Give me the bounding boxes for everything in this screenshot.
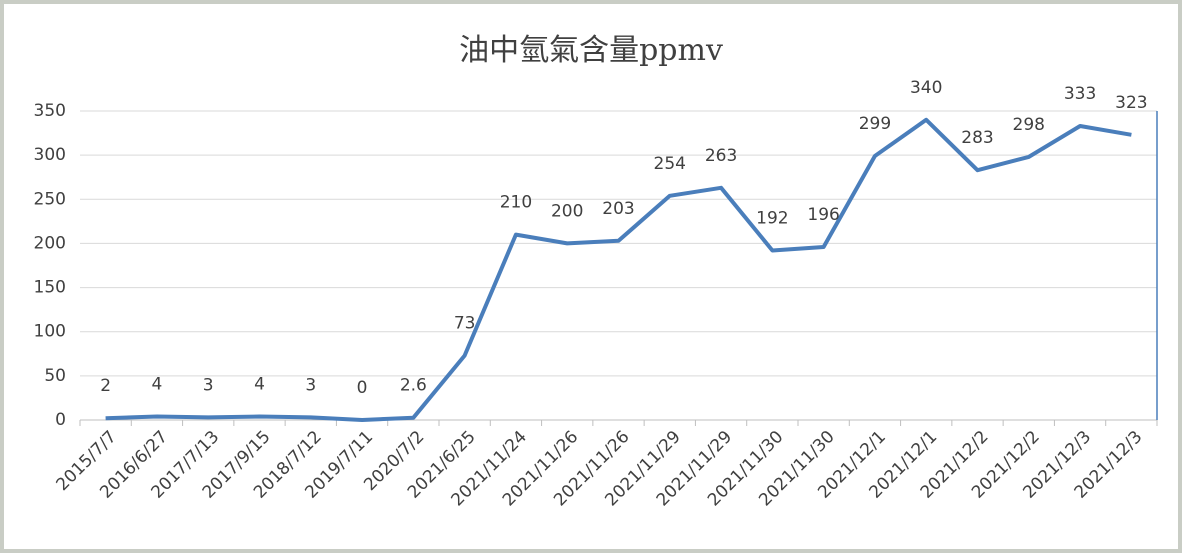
y-tick-label: 350 <box>34 101 66 121</box>
data-label: 2 <box>100 376 111 396</box>
data-label: 210 <box>500 193 532 213</box>
y-tick-label: 300 <box>34 145 66 165</box>
data-label: 298 <box>1013 115 1045 135</box>
data-label: 283 <box>961 128 993 148</box>
data-label: 333 <box>1064 84 1096 104</box>
data-label: 3 <box>305 375 316 395</box>
data-label: 4 <box>254 374 265 394</box>
y-tick-label: 200 <box>34 233 66 253</box>
y-tick-label: 50 <box>44 366 66 386</box>
data-label: 0 <box>357 378 368 398</box>
y-tick-label: 0 <box>55 410 66 430</box>
data-label: 73 <box>454 314 476 334</box>
data-label: 196 <box>807 205 839 225</box>
data-label: 4 <box>152 374 163 394</box>
data-label: 200 <box>551 201 583 221</box>
data-label: 3 <box>203 375 214 395</box>
y-tick-label: 100 <box>34 322 66 342</box>
data-label: 203 <box>602 199 634 219</box>
data-label: 299 <box>859 114 891 134</box>
data-label: 263 <box>705 146 737 166</box>
chart-title: 油中氫氣含量ppmv <box>459 33 723 68</box>
y-tick-label: 150 <box>34 278 66 298</box>
data-label: 2.6 <box>400 376 427 396</box>
data-label: 323 <box>1115 93 1147 113</box>
line <box>105 117 1132 422</box>
y-tick-label: 250 <box>34 189 66 209</box>
data-label: 192 <box>756 208 788 228</box>
data-label: 340 <box>910 78 942 98</box>
data-label: 254 <box>654 154 686 174</box>
